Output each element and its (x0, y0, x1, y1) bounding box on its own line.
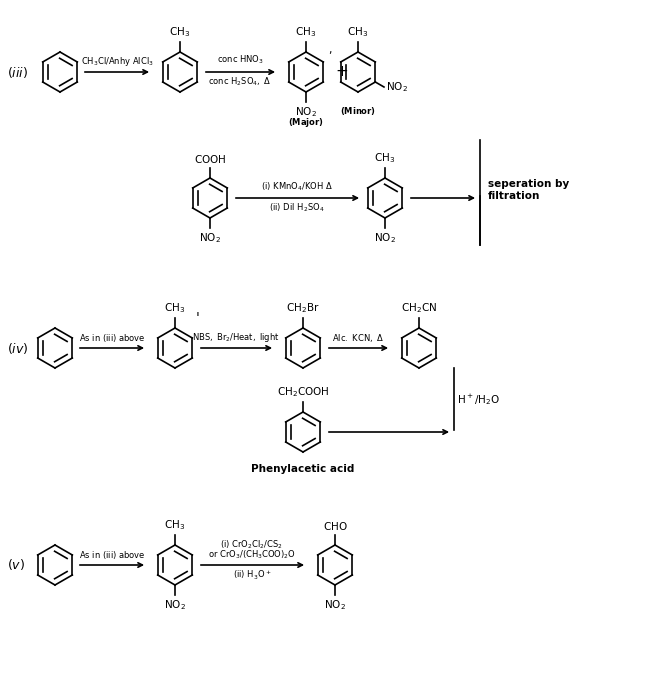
Text: $\rm (i)\ CrO_2Cl_2/CS_2$: $\rm (i)\ CrO_2Cl_2/CS_2$ (220, 539, 284, 551)
Text: $\rm NO_2$: $\rm NO_2$ (164, 598, 186, 612)
Text: $\rm NO_2$: $\rm NO_2$ (199, 231, 221, 245)
Text: $\rm NO_2$: $\rm NO_2$ (295, 105, 317, 119)
Text: $\rm CH_3$: $\rm CH_3$ (165, 301, 186, 315)
Text: $\rm Alc.\ KCN,\ \Delta$: $\rm Alc.\ KCN,\ \Delta$ (332, 332, 384, 344)
Text: $\rm CH_3$: $\rm CH_3$ (374, 151, 396, 165)
Text: $\bf (Minor)$: $\bf (Minor)$ (340, 105, 376, 117)
Text: Phenylacetic acid: Phenylacetic acid (251, 464, 355, 474)
Text: $\rm As\ in\ (iii)\ above$: $\rm As\ in\ (iii)\ above$ (79, 332, 145, 344)
Text: $\rm CHO$: $\rm CHO$ (322, 520, 348, 532)
Text: $\rm (i)\ KMnO_4/KOH\ \Delta$: $\rm (i)\ KMnO_4/KOH\ \Delta$ (261, 181, 333, 193)
Text: $\rm CH_2COOH$: $\rm CH_2COOH$ (277, 385, 329, 399)
Text: ': ' (196, 311, 200, 325)
Text: $\rm CH_3$: $\rm CH_3$ (165, 518, 186, 532)
Text: ,: , (328, 45, 332, 55)
Text: seperation by
filtration: seperation by filtration (488, 179, 569, 201)
Text: $\rm CH_3$: $\rm CH_3$ (169, 25, 190, 39)
Text: $(iv)$: $(iv)$ (7, 340, 29, 355)
Text: $\bf (Major)$: $\bf (Major)$ (288, 116, 324, 129)
Text: $\rm NBS,\ Br_2/Heat,\ light$: $\rm NBS,\ Br_2/Heat,\ light$ (192, 331, 280, 344)
Text: $\rm CH_2CN$: $\rm CH_2CN$ (401, 301, 437, 315)
Text: $\rm NO_2$: $\rm NO_2$ (324, 598, 346, 612)
Text: $\rm CH_2Br$: $\rm CH_2Br$ (286, 301, 320, 315)
Text: $\rm conc\ HNO_3$: $\rm conc\ HNO_3$ (216, 53, 264, 66)
Text: $\rm COOH$: $\rm COOH$ (194, 153, 226, 165)
Text: $\rm CH_3$: $\rm CH_3$ (348, 25, 368, 39)
Text: $\rm H^+/H_2O$: $\rm H^+/H_2O$ (457, 393, 500, 407)
Text: $\rm (ii)\ H_3O^+$: $\rm (ii)\ H_3O^+$ (232, 569, 271, 582)
Text: $\rm NO_2$: $\rm NO_2$ (386, 80, 408, 94)
Text: $(v)$: $(v)$ (7, 557, 25, 572)
Text: $\rm (ii)\ Dil\ H_2SO_4$: $\rm (ii)\ Dil\ H_2SO_4$ (269, 201, 325, 213)
Text: $\rm or\ CrO_3/(CH_3COO)_2O$: $\rm or\ CrO_3/(CH_3COO)_2O$ (208, 548, 296, 561)
Text: $\rm CH_3$: $\rm CH_3$ (296, 25, 316, 39)
Text: $\rm conc\ H_2SO_4,\ \Delta$: $\rm conc\ H_2SO_4,\ \Delta$ (208, 75, 272, 87)
Text: $(iii)$: $(iii)$ (7, 65, 28, 80)
Text: $\rm CH_3Cl/Anhy\ AlCl_3$: $\rm CH_3Cl/Anhy\ AlCl_3$ (81, 55, 153, 68)
Text: $+$: $+$ (336, 65, 348, 80)
Text: $\rm As\ in\ (iii)\ above$: $\rm As\ in\ (iii)\ above$ (79, 549, 145, 561)
Text: $\rm NO_2$: $\rm NO_2$ (374, 231, 396, 245)
